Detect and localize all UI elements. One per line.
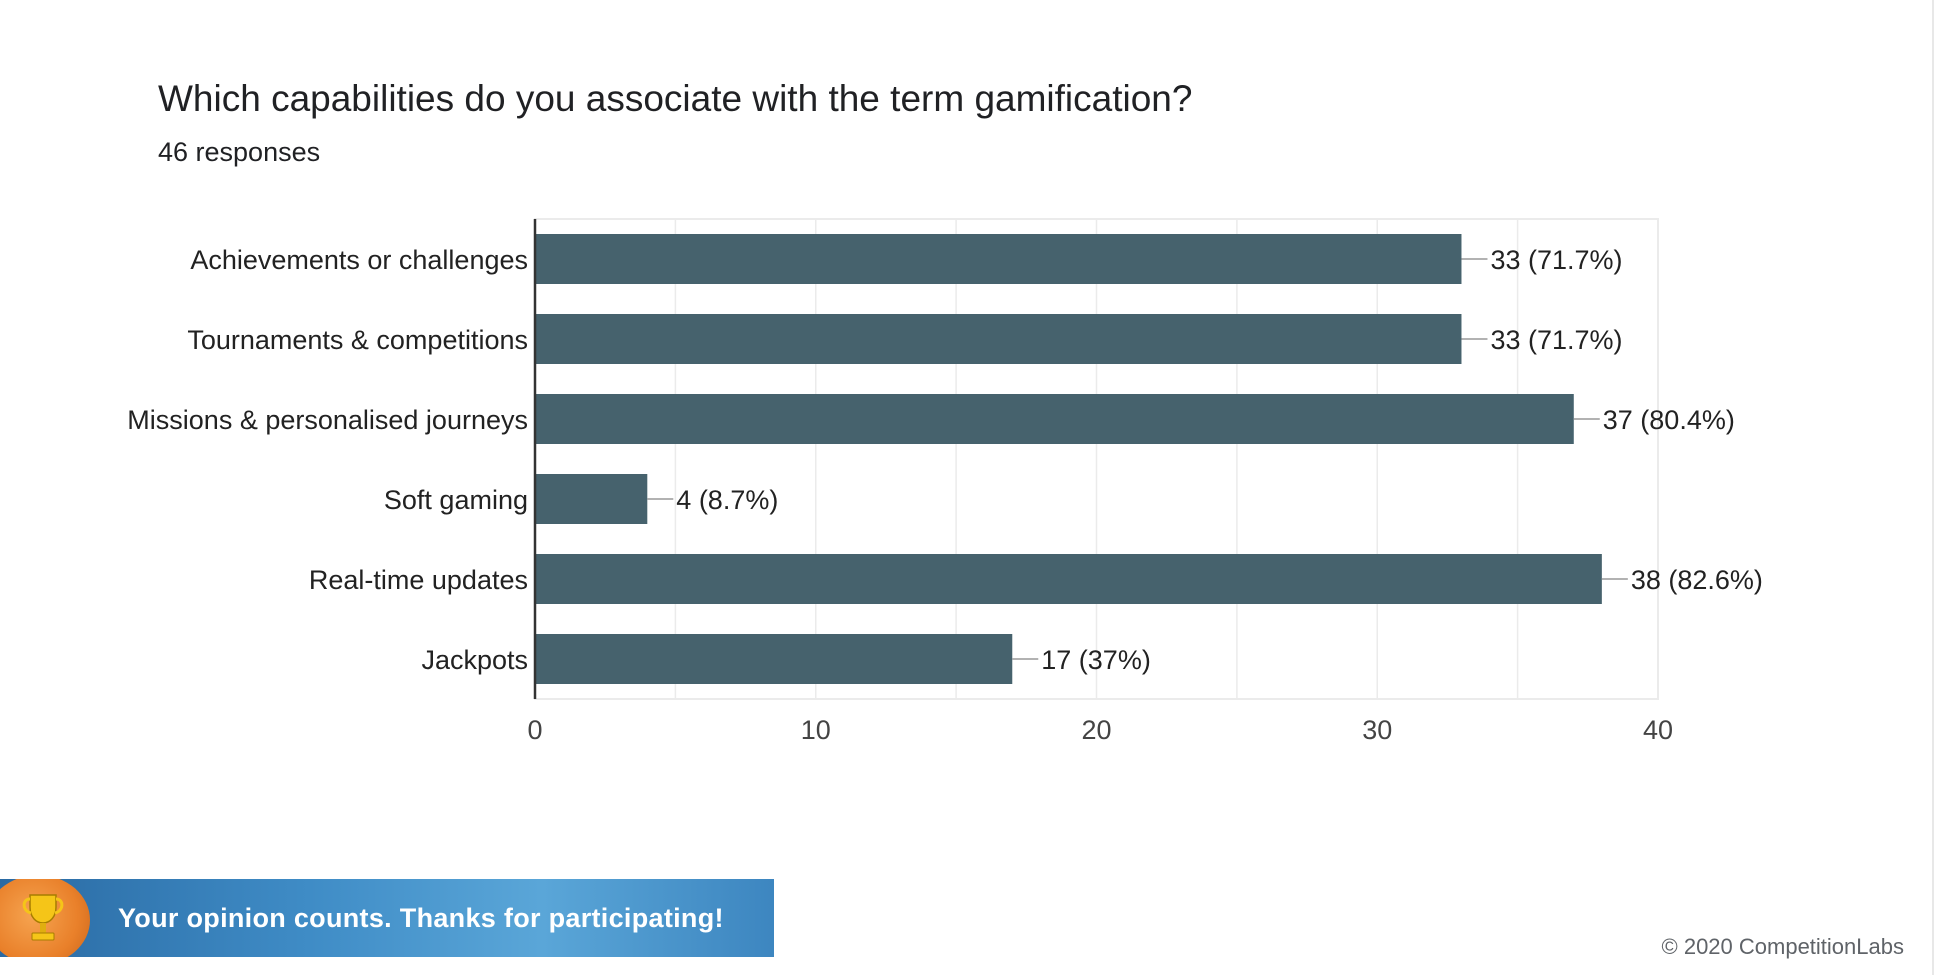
data-label: 33 (71.7%) xyxy=(1490,245,1622,275)
banner-text: Your opinion counts. Thanks for particip… xyxy=(118,903,724,933)
bar xyxy=(535,474,648,524)
x-tick-label: 20 xyxy=(1081,715,1111,745)
response-count: 46 responses xyxy=(158,137,321,167)
data-label: 4 (8.7%) xyxy=(676,485,778,515)
data-label: 38 (82.6%) xyxy=(1631,565,1763,595)
x-tick-label: 10 xyxy=(801,715,831,745)
data-label: 37 (80.4%) xyxy=(1603,405,1735,435)
category-label: Jackpots xyxy=(421,645,528,675)
x-tick-label: 30 xyxy=(1362,715,1392,745)
trophy-icon xyxy=(22,894,64,941)
category-label: Soft gaming xyxy=(384,485,528,515)
category-label: Missions & personalised journeys xyxy=(127,405,528,435)
data-label: 33 (71.7%) xyxy=(1490,325,1622,355)
x-tick-label: 40 xyxy=(1643,715,1673,745)
x-tick-label: 0 xyxy=(527,715,542,745)
bar xyxy=(535,234,1462,284)
bar xyxy=(535,634,1013,684)
category-label: Real-time updates xyxy=(309,565,528,595)
category-label: Tournaments & competitions xyxy=(187,325,528,355)
chart-title: Which capabilities do you associate with… xyxy=(158,78,1193,119)
category-label: Achievements or challenges xyxy=(190,245,528,275)
page-edge-divider xyxy=(1932,0,1934,975)
bar-chart: 33 (71.7%) Achievements or challenges 33 (… xyxy=(127,218,1763,745)
bar xyxy=(535,394,1574,444)
copyright-notice: © 2020 CompetitionLabs xyxy=(1661,934,1904,959)
participation-banner: Your opinion counts. Thanks for particip… xyxy=(0,879,774,957)
bar xyxy=(535,314,1462,364)
data-label: 17 (37%) xyxy=(1041,645,1151,675)
bar xyxy=(535,554,1602,604)
